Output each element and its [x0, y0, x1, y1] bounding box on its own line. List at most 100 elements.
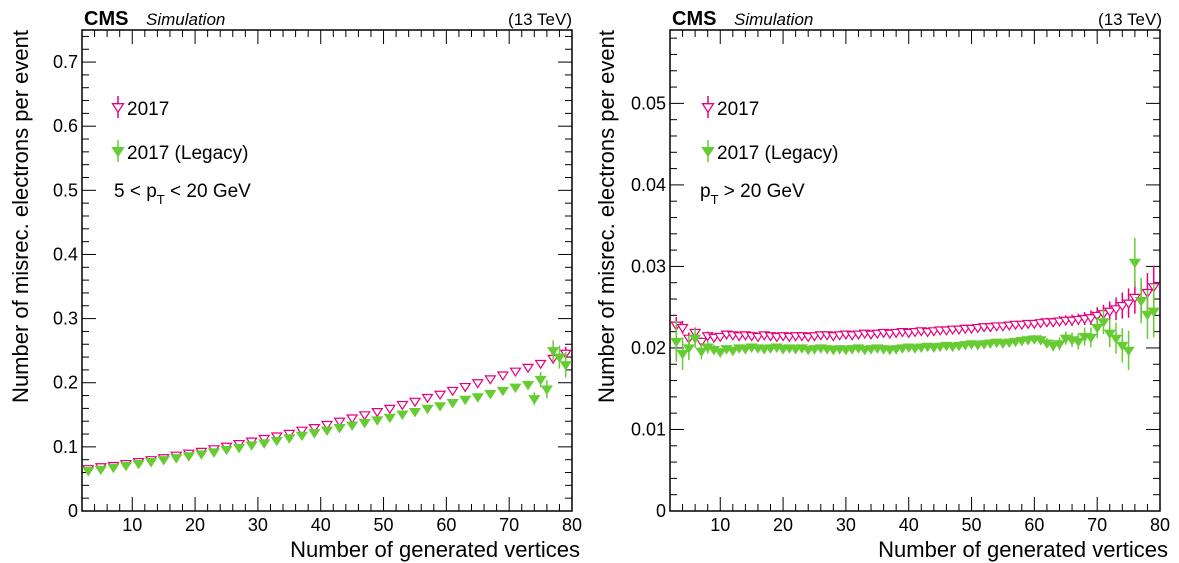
data-point [385, 414, 395, 422]
data-point [696, 348, 706, 356]
legend-marker-2017-legacy [703, 140, 714, 162]
data-point [423, 394, 433, 402]
data-point [397, 402, 407, 410]
data-point [83, 468, 93, 476]
legend: 2017 2017 (Legacy) 5 < pT < 20 GeV [113, 96, 252, 207]
y-tick-label: 0.6 [53, 116, 78, 136]
legend: 2017 2017 (Legacy) pT > 20 GeV [700, 96, 838, 207]
y-tick-label: 0.04 [631, 175, 666, 195]
data-point [184, 453, 194, 461]
panel-right: CMS Simulation (13 TeV) Number of genera… [594, 8, 1170, 562]
x-tick-label: 60 [436, 515, 456, 535]
legend-triangle [703, 148, 714, 157]
data-point [309, 430, 319, 438]
data-point [536, 377, 546, 385]
data-point [272, 437, 282, 445]
energy-label: (13 TeV) [1098, 10, 1162, 29]
data-point [485, 376, 495, 384]
y-tick-label: 0.03 [631, 256, 666, 276]
data-marks [83, 340, 570, 475]
data-point [372, 409, 382, 417]
series-2017-legacy [671, 238, 1158, 370]
data-point [423, 405, 433, 413]
x-tick-label: 20 [185, 515, 205, 535]
legend-label-2017-legacy: 2017 (Legacy) [717, 143, 838, 164]
y-tick-label: 0.01 [631, 419, 666, 439]
simulation-label: Simulation [734, 10, 813, 29]
data-point [108, 464, 118, 472]
y-tick-label: 0.05 [631, 93, 666, 113]
data-point [473, 380, 483, 388]
x-tick-label: 30 [836, 515, 856, 535]
series-2017-legacy [83, 340, 570, 475]
data-point [678, 351, 688, 359]
data-point [410, 409, 420, 417]
y-tick-label: 0.02 [631, 338, 666, 358]
y-tick-label: 0.2 [53, 373, 78, 393]
data-point [510, 368, 520, 376]
legend-triangle [113, 148, 124, 157]
data-point [1124, 347, 1134, 355]
data-point [221, 446, 231, 454]
data-point [1073, 338, 1083, 346]
data-point [473, 394, 483, 402]
data-point [297, 432, 307, 440]
data-point [542, 386, 552, 394]
data-point [435, 391, 445, 399]
data-point [1092, 325, 1102, 333]
region-label-sub: T [711, 192, 719, 207]
data-point [1111, 335, 1121, 343]
data-point [678, 325, 688, 333]
region-label-sub: T [157, 192, 165, 207]
data-point [134, 461, 144, 469]
data-point [234, 445, 244, 453]
data-point [96, 466, 106, 474]
data-point [671, 338, 681, 346]
data-point [146, 459, 156, 467]
data-point [460, 384, 470, 392]
region-label: 5 < pT < 20 GeV [114, 181, 251, 207]
cms-label: CMS [672, 8, 716, 30]
x-tick-label: 40 [311, 515, 331, 535]
y-tick-label: 0.1 [53, 437, 78, 457]
data-point [360, 412, 370, 420]
region-label-post: < 20 GeV [165, 181, 251, 202]
x-axis-title: Number of generated vertices [878, 537, 1168, 562]
data-point [372, 417, 382, 425]
data-point [259, 440, 269, 448]
series-2017 [83, 347, 570, 474]
data-point [196, 451, 206, 459]
data-point [159, 457, 169, 465]
data-point [498, 387, 508, 395]
data-point [209, 449, 219, 457]
data-marks [671, 238, 1158, 370]
x-axis-title: Number of generated vertices [290, 537, 580, 562]
data-point [171, 455, 181, 463]
data-point [448, 387, 458, 395]
y-axis-title: Number of misrec. electrons per event [8, 30, 33, 403]
x-tick-label: 60 [1024, 515, 1044, 535]
x-tick-label: 10 [122, 515, 142, 535]
legend-marker-2017 [703, 96, 714, 118]
data-point [523, 382, 533, 390]
data-point [1136, 298, 1146, 306]
x-tick-label: 70 [499, 515, 519, 535]
y-tick-label: 0.3 [53, 309, 78, 329]
y-axis-title: Number of misrec. electrons per event [594, 30, 619, 403]
data-point [360, 419, 370, 427]
x-tick-label: 30 [248, 515, 268, 535]
legend-label-2017: 2017 [127, 99, 169, 120]
x-tick-label: 80 [562, 515, 582, 535]
region-label-post: > 20 GeV [719, 181, 805, 202]
data-point [460, 396, 470, 404]
data-point [1086, 334, 1096, 342]
data-point [485, 391, 495, 399]
legend-triangle [113, 104, 124, 113]
simulation-label: Simulation [146, 10, 225, 29]
data-point [536, 360, 546, 368]
region-label: pT > 20 GeV [700, 181, 805, 207]
legend-triangle [703, 104, 714, 113]
region-label-pre: 5 < p [114, 181, 157, 202]
data-point [121, 462, 131, 470]
data-point [247, 442, 257, 450]
